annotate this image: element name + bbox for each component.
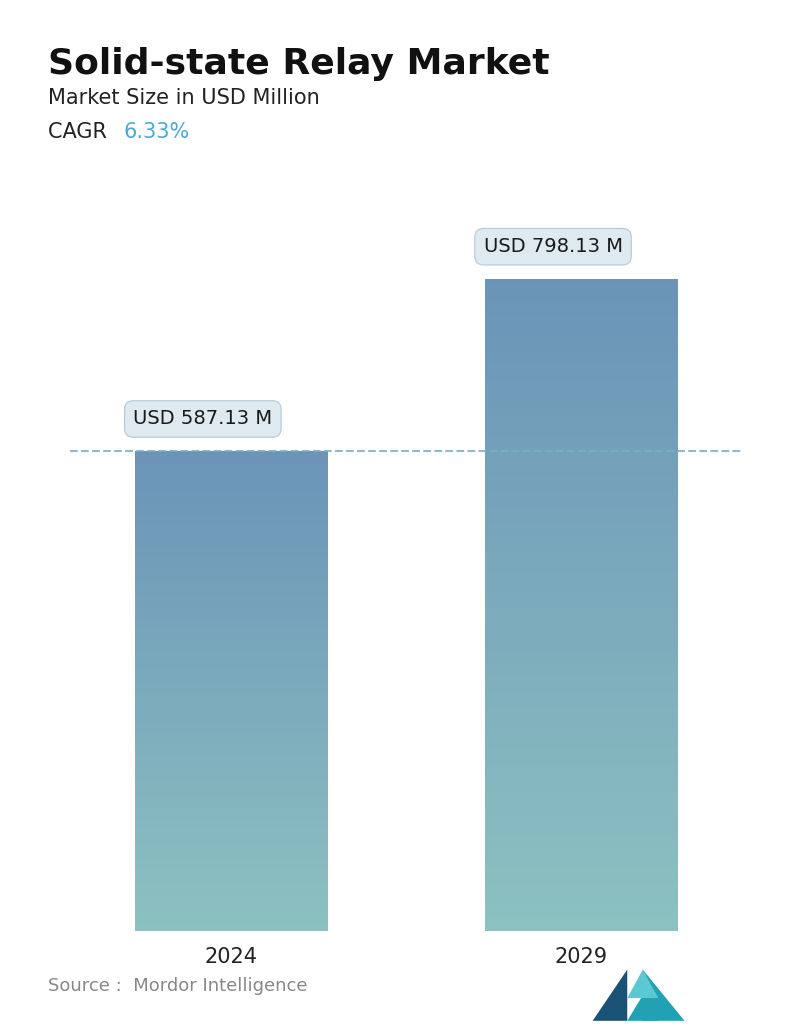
Text: 6.33%: 6.33% [123, 122, 189, 142]
Text: Market Size in USD Million: Market Size in USD Million [48, 88, 319, 108]
Polygon shape [643, 970, 685, 1021]
Text: USD 798.13 M: USD 798.13 M [483, 237, 622, 256]
Text: Solid-state Relay Market: Solid-state Relay Market [48, 47, 549, 81]
Text: CAGR: CAGR [48, 122, 113, 142]
Polygon shape [627, 970, 658, 998]
Text: Source :  Mordor Intelligence: Source : Mordor Intelligence [48, 977, 307, 995]
Text: USD 587.13 M: USD 587.13 M [133, 409, 272, 428]
Polygon shape [627, 995, 658, 1021]
Polygon shape [592, 970, 627, 1021]
